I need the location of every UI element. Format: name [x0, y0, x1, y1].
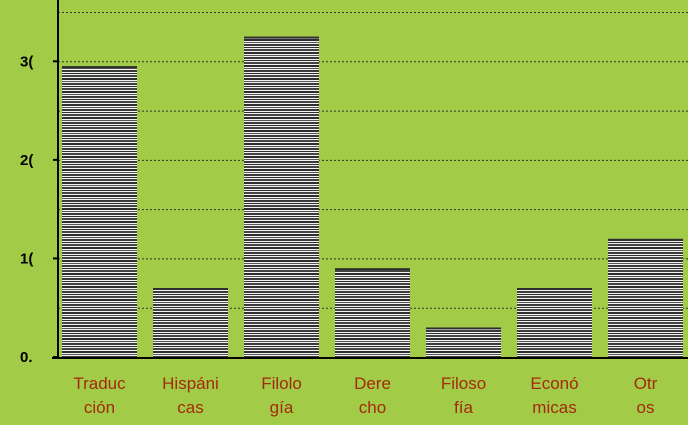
- x-category-label-line: Filolo: [261, 374, 302, 393]
- x-category-label-line: Dere: [354, 374, 391, 393]
- bar-top-edge: [62, 66, 137, 68]
- bar-top-edge: [426, 327, 501, 329]
- bar-top-edge: [153, 288, 228, 290]
- x-category-label-line: micas: [532, 398, 576, 417]
- x-category-label-line: fía: [454, 398, 473, 417]
- y-tick-label: 0.: [20, 349, 33, 366]
- bar: [335, 268, 410, 357]
- x-category-label-line: Econó: [530, 374, 578, 393]
- y-tick-label: 3(: [20, 53, 33, 70]
- x-category-label-line: gía: [270, 398, 294, 417]
- bar: [426, 327, 501, 357]
- x-category-label-line: Otr: [634, 374, 658, 393]
- x-category-label-line: cho: [359, 398, 386, 417]
- bar: [517, 288, 592, 357]
- bar-top-edge: [335, 268, 410, 270]
- bar: [62, 66, 137, 357]
- bar: [153, 288, 228, 357]
- x-category-label-line: os: [637, 398, 655, 417]
- x-category-label-line: ción: [84, 398, 115, 417]
- x-category-label-line: Traduc: [73, 374, 126, 393]
- bar-top-edge: [517, 288, 592, 290]
- y-tick-label: 1(: [20, 250, 33, 267]
- x-category-label-line: Filoso: [441, 374, 486, 393]
- bar-top-edge: [608, 239, 683, 241]
- bar-top-edge: [244, 37, 319, 39]
- bar: [244, 37, 319, 357]
- y-tick-label: 2(: [20, 152, 33, 169]
- bar: [608, 239, 683, 357]
- x-category-label-line: cas: [177, 398, 203, 417]
- x-category-label-line: Hispáni: [162, 374, 219, 393]
